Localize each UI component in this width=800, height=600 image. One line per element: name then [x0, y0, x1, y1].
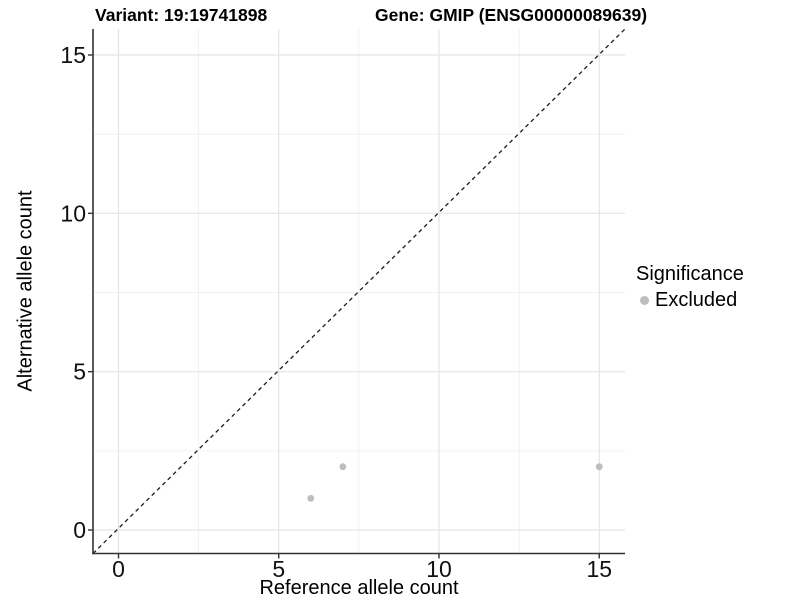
x-axis-title: Reference allele count	[259, 577, 459, 599]
y-tick-label: 0	[73, 517, 86, 543]
data-point	[339, 463, 347, 471]
legend-item-excluded: Excluded	[636, 289, 744, 312]
gene-title: Gene: GMIP (ENSG00000089639)	[375, 5, 648, 25]
identity-line	[92, 28, 626, 554]
x-tick-label: 0	[112, 556, 125, 582]
y-tick-label: 15	[60, 42, 86, 68]
data-point	[595, 463, 603, 471]
y-axis-title: Alternative allele count	[14, 190, 37, 392]
y-tick-label: 10	[60, 200, 86, 226]
legend-title: Significance	[636, 263, 744, 285]
legend: Significance Excluded	[636, 263, 744, 312]
x-tick-label: 5	[272, 556, 285, 582]
variant-title: Variant: 19:19741898	[95, 5, 268, 25]
excluded-point-icon	[640, 296, 649, 305]
x-tick-label: 10	[426, 556, 452, 582]
y-tick-label: 5	[73, 359, 86, 385]
x-tick-label: 15	[586, 556, 612, 582]
legend-item-label: Excluded	[655, 289, 738, 311]
data-point	[307, 494, 315, 502]
